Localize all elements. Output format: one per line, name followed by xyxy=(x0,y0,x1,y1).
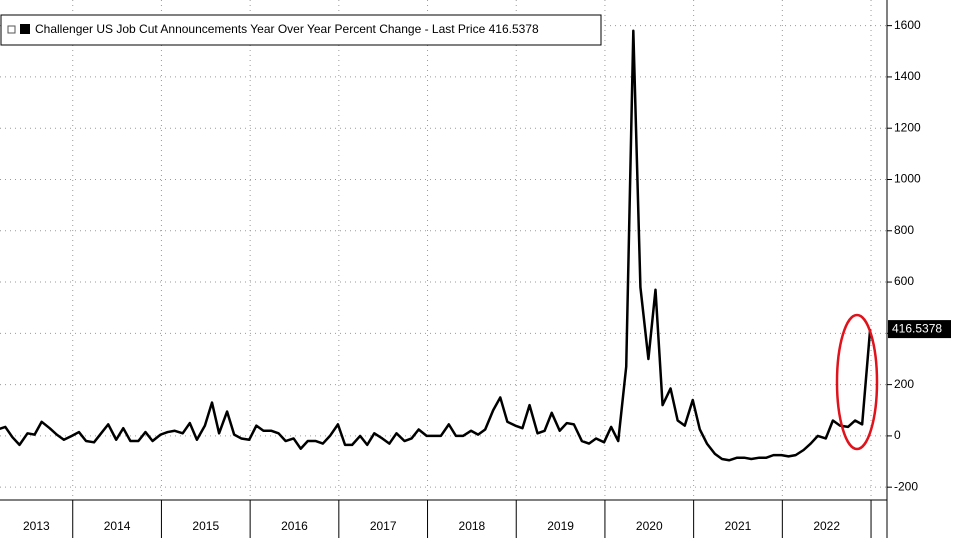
x-tick-label: 2014 xyxy=(104,519,131,533)
x-tick-label: 2015 xyxy=(192,519,219,533)
y-tick-label: -200 xyxy=(894,479,918,493)
legend-swatch xyxy=(20,24,30,34)
x-tick-label: 2017 xyxy=(370,519,397,533)
line-series xyxy=(0,29,872,462)
y-tick-label: 1200 xyxy=(894,120,921,134)
plot xyxy=(0,29,872,462)
y-tick-label: 1400 xyxy=(894,69,921,83)
x-tick-label: 2018 xyxy=(459,519,486,533)
grid xyxy=(0,0,887,500)
last-price-box xyxy=(888,320,951,339)
y-tick-label: 1600 xyxy=(894,18,921,32)
y-tick-label: 0 xyxy=(894,428,901,442)
x-tick-label: 2016 xyxy=(281,519,308,533)
y-tick-label: 800 xyxy=(894,223,914,237)
highlight-ellipse xyxy=(835,313,879,451)
legend-box xyxy=(0,14,602,46)
y-tick-label: 1000 xyxy=(894,172,921,186)
x-tick-label: 2021 xyxy=(725,519,752,533)
x-tick-label: 2020 xyxy=(636,519,663,533)
legend-toggle[interactable] xyxy=(7,25,16,34)
x-tick-label: 2019 xyxy=(547,519,574,533)
y-tick-label: 600 xyxy=(894,274,914,288)
y-tick-label: 200 xyxy=(894,377,914,391)
legend-text: Challenger US Job Cut Announcements Year… xyxy=(35,22,539,36)
legend: Challenger US Job Cut Announcements Year… xyxy=(0,14,602,46)
last-price-label: 416.5378 xyxy=(892,321,942,335)
x-tick-label: 2022 xyxy=(813,519,840,533)
x-tick-label: 2013 xyxy=(23,519,50,533)
